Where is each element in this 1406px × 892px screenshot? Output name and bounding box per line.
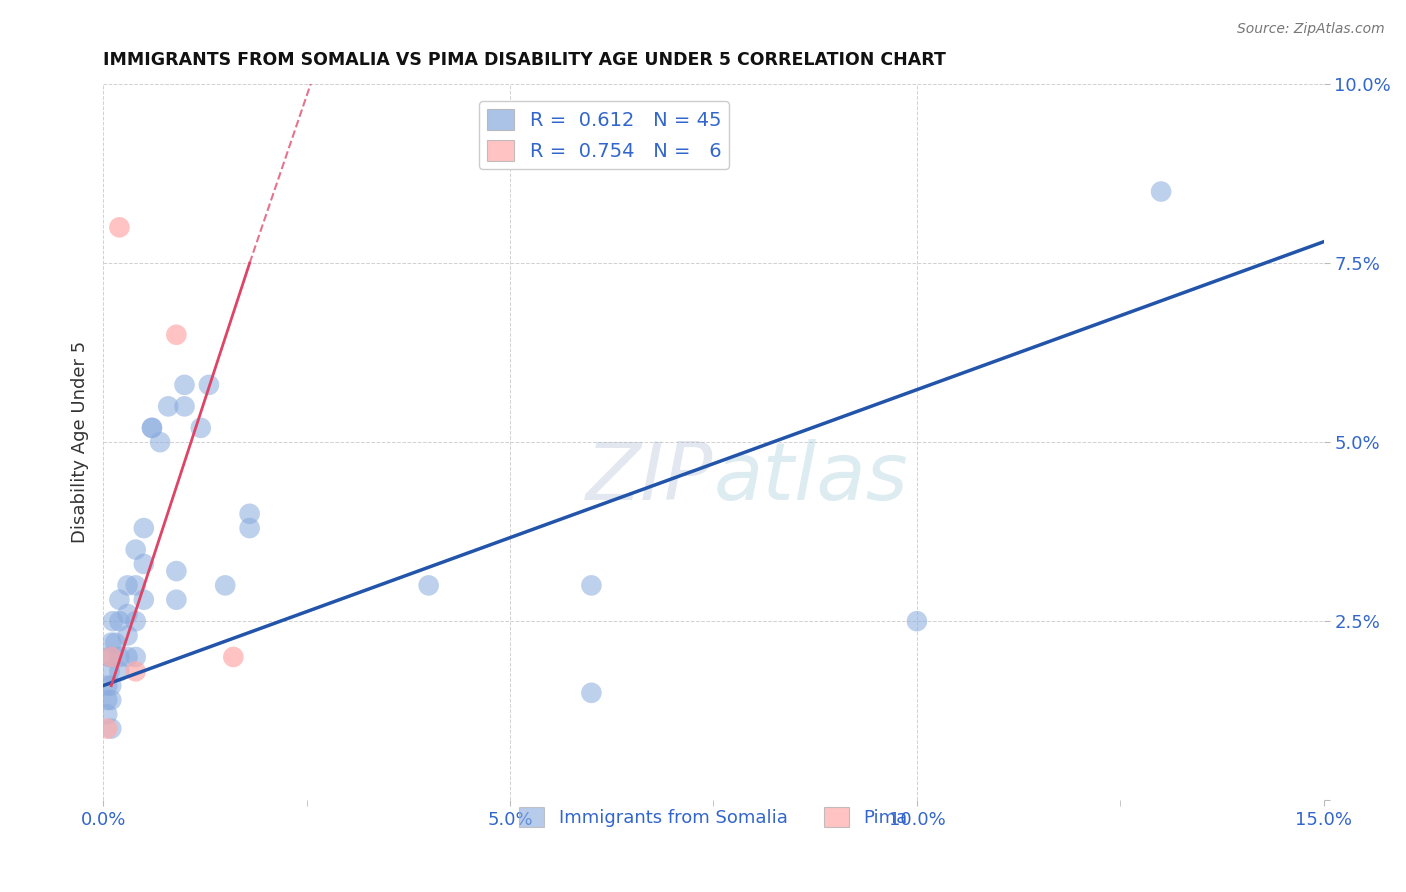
Point	[100, 635, 122, 649]
Point	[173, 400, 195, 414]
Point	[96, 693, 118, 707]
Point	[173, 377, 195, 392]
Point	[108, 592, 131, 607]
Point	[125, 614, 148, 628]
Point	[96, 722, 118, 736]
Point	[141, 421, 163, 435]
Point	[108, 614, 131, 628]
Point	[108, 650, 131, 665]
Point	[239, 521, 262, 535]
Point	[100, 722, 122, 736]
Point	[1150, 185, 1173, 199]
Point	[96, 679, 118, 693]
Point	[125, 650, 148, 665]
Point	[132, 592, 155, 607]
Point	[117, 607, 139, 621]
Point	[125, 665, 148, 679]
Point	[905, 614, 928, 628]
Point	[132, 521, 155, 535]
Text: IMMIGRANTS FROM SOMALIA VS PIMA DISABILITY AGE UNDER 5 CORRELATION CHART: IMMIGRANTS FROM SOMALIA VS PIMA DISABILI…	[103, 51, 946, 69]
Point	[100, 650, 122, 665]
Point	[165, 327, 187, 342]
Point	[157, 400, 180, 414]
Point	[198, 377, 221, 392]
Point	[132, 557, 155, 571]
Point	[239, 507, 262, 521]
Point	[125, 578, 148, 592]
Point	[117, 578, 139, 592]
Point	[581, 686, 603, 700]
Point	[125, 542, 148, 557]
Y-axis label: Disability Age Under 5: Disability Age Under 5	[72, 341, 89, 543]
Point	[141, 421, 163, 435]
Point	[214, 578, 236, 592]
Point	[108, 220, 131, 235]
Point	[149, 435, 172, 450]
Text: ZIP: ZIP	[586, 439, 713, 517]
Point	[581, 578, 603, 592]
Point	[100, 693, 122, 707]
Legend: Immigrants from Somalia, Pima: Immigrants from Somalia, Pima	[512, 800, 915, 834]
Text: Source: ZipAtlas.com: Source: ZipAtlas.com	[1237, 22, 1385, 37]
Point	[190, 421, 212, 435]
Point	[108, 665, 131, 679]
Point	[98, 665, 121, 679]
Point	[100, 679, 122, 693]
Point	[165, 564, 187, 578]
Text: atlas: atlas	[713, 439, 908, 517]
Point	[165, 592, 187, 607]
Point	[98, 650, 121, 665]
Point	[100, 650, 122, 665]
Point	[117, 628, 139, 642]
Point	[101, 614, 124, 628]
Point	[418, 578, 440, 592]
Point	[96, 707, 118, 722]
Point	[222, 650, 245, 665]
Point	[117, 650, 139, 665]
Point	[104, 635, 127, 649]
